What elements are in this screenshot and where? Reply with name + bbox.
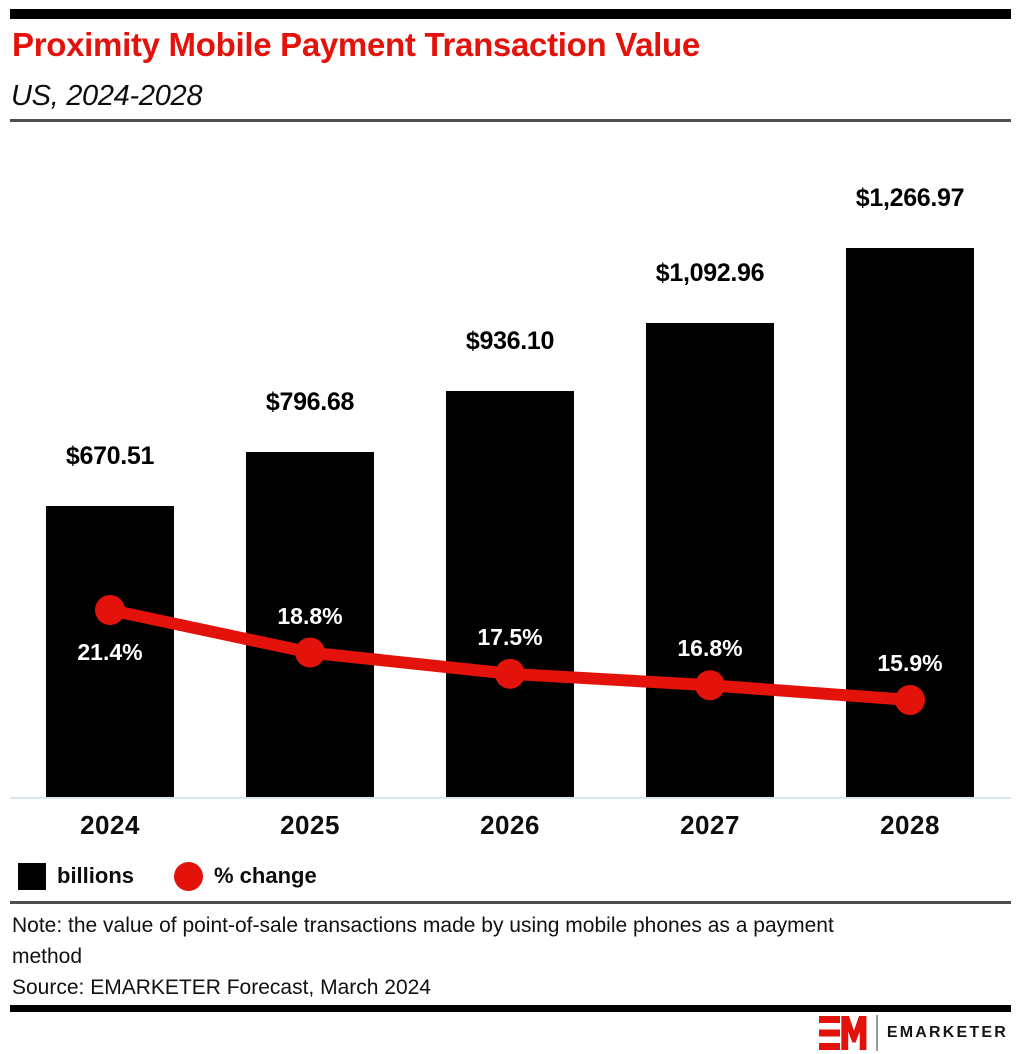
pct-label-2027: 16.8% — [677, 635, 743, 662]
bar-2026 — [446, 391, 574, 797]
bar-2027 — [646, 323, 774, 797]
pct-change-swatch-icon — [174, 861, 203, 891]
legend-label-billions: billions — [57, 863, 134, 888]
x-axis-line — [10, 797, 1011, 799]
billions-swatch-icon — [18, 862, 46, 890]
page-title: Proximity Mobile Payment Transaction Val… — [12, 26, 700, 63]
x-tick-2025: 2025 — [280, 810, 340, 840]
x-tick-2028: 2028 — [880, 810, 940, 840]
legend-label-pct-change: % change — [214, 863, 317, 888]
bar-2028 — [846, 248, 974, 797]
chart-legend: billions % change — [18, 861, 317, 891]
x-tick-2026: 2026 — [480, 810, 540, 840]
pct-label-2024: 21.4% — [77, 639, 143, 665]
page-subtitle: US, 2024-2028 — [11, 80, 203, 112]
value-label-2025: $796.68 — [265, 388, 355, 416]
pct-label-2026: 17.5% — [477, 623, 543, 650]
top-accent-bar — [10, 9, 1011, 19]
x-tick-2024: 2024 — [80, 810, 140, 840]
header-divider — [10, 119, 1011, 122]
emarketer-logo: EMARKETER — [818, 1014, 1008, 1052]
chart-source: Source: EMARKETER Forecast, March 2024 — [12, 976, 431, 999]
x-tick-2027: 2027 — [680, 810, 740, 840]
logo-wordmark: EMARKETER — [886, 1024, 1008, 1041]
chart-note: Note: the value of point-of-sale transac… — [12, 914, 834, 968]
footer-divider — [10, 901, 1011, 904]
pct-label-2025: 18.8% — [277, 602, 343, 629]
value-label-2024: $670.51 — [65, 442, 155, 470]
logo-divider — [875, 1015, 878, 1051]
bottom-accent-bar — [10, 1005, 1011, 1012]
value-label-2026: $936.10 — [465, 327, 555, 355]
pct-label-2028: 15.9% — [877, 650, 943, 676]
value-label-2027: $1,092.96 — [655, 259, 765, 287]
value-label-2028: $1,266.97 — [855, 184, 965, 212]
em-logo-icon — [818, 1016, 867, 1050]
